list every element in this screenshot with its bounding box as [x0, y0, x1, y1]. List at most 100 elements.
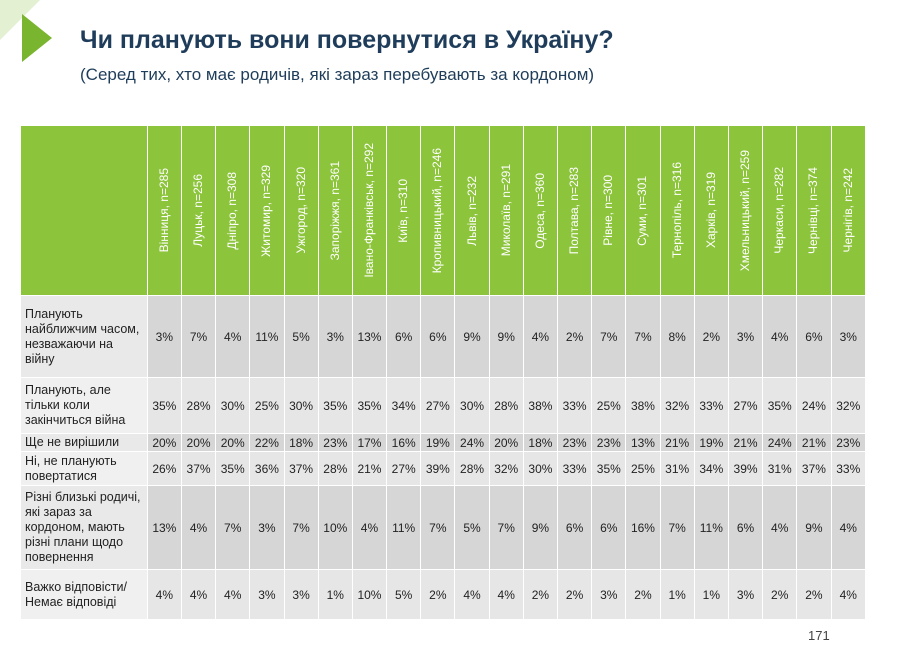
table-cell: 23%	[556, 433, 593, 452]
table-cell: 9%	[454, 295, 490, 378]
column-header-label: Запоріжжя, n=361	[327, 160, 342, 261]
table-cell: 21%	[659, 433, 695, 452]
column-header: Харків, n=319	[693, 125, 729, 296]
table-cell: 35%	[215, 451, 251, 486]
table-cell: 35%	[351, 377, 388, 434]
table-cell: 30%	[522, 451, 559, 486]
table-cell: 1%	[659, 569, 695, 620]
row-label: Планують найближчим часом, незважаючи на…	[20, 295, 148, 378]
table-cell: 35%	[146, 377, 182, 434]
table-cell: 39%	[727, 451, 764, 486]
column-header: Миколаїв, n=291	[488, 125, 524, 296]
table-cell: 32%	[830, 377, 866, 434]
table-cell: 10%	[351, 569, 388, 620]
column-header-label: Чернівці, n=374	[806, 167, 821, 254]
table-cell: 3%	[146, 295, 182, 378]
column-header-label: Київ, n=310	[396, 178, 411, 243]
table-cell: 7%	[420, 485, 456, 570]
table-cell: 7%	[659, 485, 695, 570]
table-cell: 7%	[180, 295, 217, 378]
column-header: Суми, n=301	[625, 125, 661, 296]
table-cell: 4%	[180, 485, 217, 570]
row-label: Планують, але тільки коли закінчиться ві…	[20, 377, 148, 434]
column-header-label: Миколаїв, n=291	[498, 164, 513, 257]
table-cell: 2%	[420, 569, 456, 620]
table-cell: 24%	[796, 377, 832, 434]
table-cell: 33%	[556, 451, 593, 486]
column-header: Одеса, n=360	[522, 125, 559, 296]
column-header: Черкаси, n=282	[762, 125, 798, 296]
table-cell: 7%	[625, 295, 661, 378]
table-cell: 25%	[249, 377, 285, 434]
table-cell: 5%	[454, 485, 490, 570]
table-cell: 39%	[420, 451, 456, 486]
table-cell: 33%	[556, 377, 593, 434]
table-cell: 31%	[659, 451, 695, 486]
table-row: Планують, але тільки коли закінчиться ві…	[20, 377, 866, 434]
table-cell: 3%	[249, 569, 285, 620]
table-cell: 17%	[351, 433, 388, 452]
table-cell: 4%	[146, 569, 182, 620]
table-cell: 4%	[762, 485, 798, 570]
column-header-label: Рівне, n=300	[601, 175, 616, 246]
column-header: Дніпро, n=308	[215, 125, 251, 296]
column-header: Хмельницький, n=259	[727, 125, 764, 296]
column-header-label: Тернопіль, n=316	[669, 162, 684, 259]
page-title: Чи планують вони повернутися в Україну?	[80, 26, 614, 54]
table-row: Ще не вирішили 20% 20% 20% 22% 18% 23% 17% 16% 19…	[20, 433, 866, 452]
table-cell: 24%	[454, 433, 490, 452]
header-corner-cell	[20, 125, 148, 296]
column-header: Вінниця, n=285	[146, 125, 182, 296]
table-row: Ні, не планують повертатися 26% 37% 35% 36% 3…	[20, 451, 866, 486]
column-header-label: Одеса, n=360	[532, 172, 547, 249]
column-header-label: Луцьк, n=256	[191, 174, 206, 247]
green-triangle-decoration	[0, 0, 52, 62]
table-cell: 24%	[762, 433, 798, 452]
table-cell: 32%	[659, 377, 695, 434]
table-cell: 3%	[727, 295, 764, 378]
table-cell: 2%	[625, 569, 661, 620]
table-cell: 3%	[591, 569, 627, 620]
table-cell: 28%	[180, 377, 217, 434]
page-number: 171	[808, 628, 830, 643]
table-cell: 13%	[146, 485, 182, 570]
table-cell: 36%	[249, 451, 285, 486]
table-cell: 4%	[351, 485, 388, 570]
table-cell: 4%	[488, 569, 524, 620]
table-cell: 1%	[317, 569, 353, 620]
column-header-label: Харків, n=319	[703, 172, 718, 249]
row-label: Ні, не планують повертатися	[20, 451, 148, 486]
table-cell: 7%	[215, 485, 251, 570]
table-cell: 2%	[556, 295, 593, 378]
table-cell: 28%	[317, 451, 353, 486]
table-cell: 30%	[215, 377, 251, 434]
table-cell: 11%	[386, 485, 422, 570]
table-row: Різні близькі родичі, які зараз за кордо…	[20, 485, 866, 570]
table-cell: 25%	[625, 451, 661, 486]
table-cell: 32%	[488, 451, 524, 486]
table-cell: 11%	[693, 485, 729, 570]
table-cell: 35%	[317, 377, 353, 434]
column-header-label: Вінниця, n=285	[156, 168, 171, 253]
table-cell: 19%	[693, 433, 729, 452]
table-cell: 18%	[283, 433, 319, 452]
column-header: Рівне, n=300	[591, 125, 627, 296]
column-header-label: Львів, n=232	[464, 175, 479, 246]
column-header: Львів, n=232	[454, 125, 490, 296]
table-cell: 31%	[762, 451, 798, 486]
table-cell: 6%	[727, 485, 764, 570]
results-table: Вінниця, n=285 Луцьк, n=256 Дніпро, n=308 Ж…	[20, 125, 866, 620]
table-cell: 13%	[625, 433, 661, 452]
table-cell: 4%	[215, 569, 251, 620]
table-cell: 7%	[488, 485, 524, 570]
table-cell: 7%	[283, 485, 319, 570]
table-cell: 9%	[522, 485, 559, 570]
table-cell: 30%	[283, 377, 319, 434]
table-cell: 2%	[556, 569, 593, 620]
column-header: Чернівці, n=374	[796, 125, 832, 296]
column-header: Тернопіль, n=316	[659, 125, 695, 296]
column-header-label: Суми, n=301	[635, 175, 650, 246]
table-cell: 6%	[591, 485, 627, 570]
table-cell: 3%	[283, 569, 319, 620]
table-cell: 20%	[180, 433, 217, 452]
